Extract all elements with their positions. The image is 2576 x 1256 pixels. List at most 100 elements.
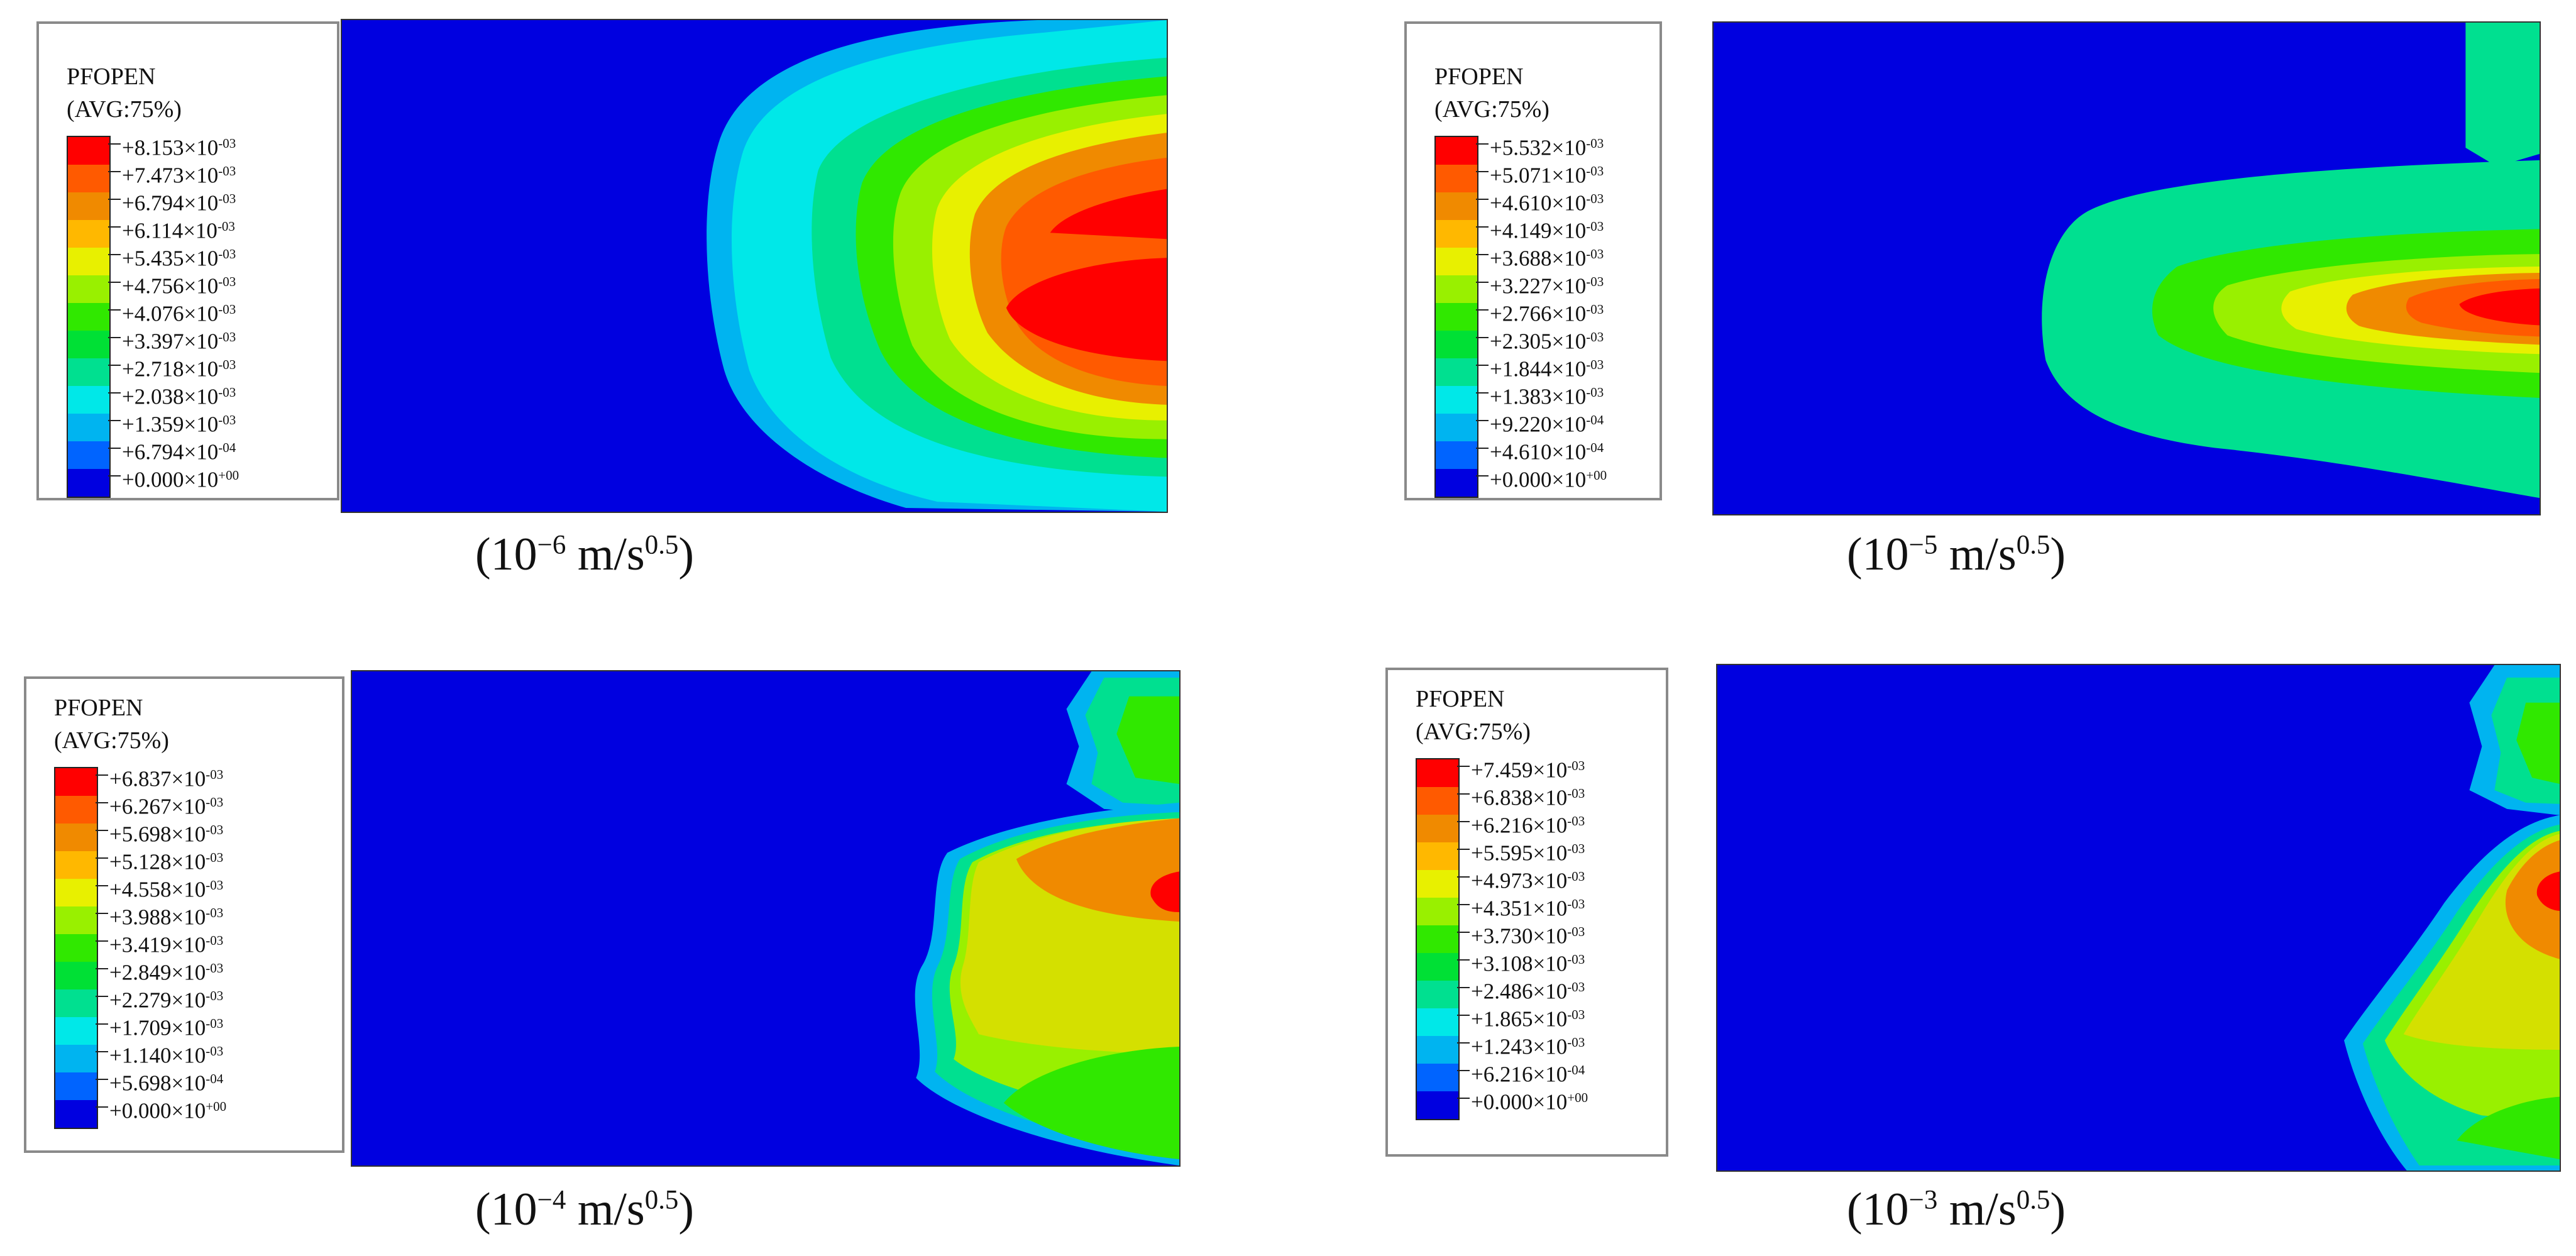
legend-label: +6.267×10-03: [96, 788, 226, 819]
legend-exponent: -03: [217, 219, 235, 234]
legend-swatch: [1417, 1091, 1458, 1119]
legend-tick: [1457, 876, 1470, 878]
legend-value: +6.837×10: [109, 766, 206, 791]
legend-value: +3.419×10: [109, 932, 206, 957]
legend-label: +3.730×10-03: [1457, 918, 1588, 949]
caption-close: ): [678, 529, 695, 580]
legend-exponent: -03: [218, 191, 236, 206]
legend-label: +1.383×10-03: [1476, 378, 1607, 409]
legend-1: PFOPEN (AVG:75%) +8.153×10-03 +7.473×10-0…: [36, 21, 339, 500]
legend-swatch: [55, 824, 97, 851]
legend-swatches: [67, 136, 111, 498]
legend-tick: [108, 448, 121, 449]
legend-value: +7.473×10: [122, 163, 219, 188]
legend-value: +4.610×10: [1490, 439, 1587, 465]
legend-tick: [108, 337, 121, 338]
legend-value: +5.128×10: [109, 849, 206, 874]
legend-tick: [96, 802, 108, 803]
legend-value: +2.305×10: [1490, 329, 1587, 354]
legend-value: +4.756×10: [122, 273, 219, 299]
legend-swatch: [1417, 759, 1458, 787]
legend-exponent: +00: [1567, 1090, 1588, 1105]
legend-tick: [96, 940, 108, 942]
legend-exponent: -03: [1586, 385, 1604, 400]
legend-swatch: [1436, 386, 1477, 414]
legend-tick: [1476, 448, 1489, 449]
legend-label: +4.973×10-03: [1457, 862, 1588, 893]
contour-plot-4: [1716, 664, 2561, 1172]
legend-label: +2.038×10-03: [108, 378, 239, 409]
legend-value: +3.688×10: [1490, 246, 1587, 271]
legend-exponent: -03: [206, 822, 224, 837]
legend-exponent: -03: [1586, 191, 1604, 206]
caption-text: (10: [1847, 529, 1909, 580]
legend-tick: [96, 774, 108, 776]
legend-exponent: -04: [206, 1071, 224, 1086]
legend-value: +4.149×10: [1490, 218, 1587, 243]
legend-exponent: -04: [218, 440, 236, 455]
legend-exponent: -03: [1567, 786, 1585, 801]
legend-swatches: [1416, 758, 1460, 1120]
legend-swatch: [55, 1072, 97, 1100]
legend-label: +6.794×10-03: [108, 185, 239, 216]
legend-title: PFOPEN: [1434, 63, 1524, 90]
contour-field: [1714, 23, 2540, 514]
legend-label: +5.698×10-03: [96, 816, 226, 847]
legend-tick: [96, 1079, 108, 1080]
legend-swatch: [55, 934, 97, 962]
legend-exponent: -03: [1586, 329, 1604, 344]
legend-exponent: -03: [218, 274, 236, 289]
legend-label: +6.838×10-03: [1457, 779, 1588, 810]
legend-exponent: -03: [206, 767, 224, 782]
legend-exponent: -03: [1567, 869, 1585, 884]
legend-exponent: -03: [206, 850, 224, 865]
legend-value: +9.220×10: [1490, 412, 1587, 437]
legend-tick: [108, 143, 121, 145]
legend-label: +3.988×10-03: [96, 899, 226, 930]
contour-field: [1717, 665, 2560, 1171]
legend-subtitle: (AVG:75%): [1416, 719, 1531, 745]
legend-value: +4.351×10: [1471, 896, 1568, 921]
legend-label: +4.558×10-03: [96, 871, 226, 902]
legend-tick: [108, 309, 121, 311]
legend-value: +0.000×10: [109, 1098, 206, 1123]
caption-unit-exponent: 0.5: [2016, 1185, 2050, 1215]
legend-swatch: [68, 358, 109, 386]
legend-value: +0.000×10: [122, 467, 219, 492]
legend-swatch: [1436, 165, 1477, 192]
legend-tick: [96, 885, 108, 886]
legend-exponent: -03: [1567, 979, 1585, 994]
legend-swatch: [68, 303, 109, 331]
legend-tick: [96, 1106, 108, 1108]
legend-swatches: [54, 767, 98, 1129]
caption-unit: m/s: [566, 1184, 645, 1235]
legend-exponent: -03: [206, 905, 224, 920]
legend-label: +4.076×10-03: [108, 295, 239, 326]
legend-swatch: [68, 192, 109, 220]
legend-label: +0.000×10+00: [1476, 461, 1607, 492]
legend-3: PFOPEN (AVG:75%) +6.837×10-03 +6.267×10-0…: [24, 676, 344, 1153]
legend-swatch: [1417, 1036, 1458, 1064]
legend-tick: [1457, 1042, 1470, 1044]
legend-tick: [96, 913, 108, 914]
legend-swatch: [1417, 953, 1458, 981]
legend-title: PFOPEN: [1416, 686, 1505, 712]
caption-unit: m/s: [566, 529, 645, 580]
legend-value: +6.114×10: [122, 218, 217, 243]
caption-close: ): [678, 1184, 695, 1235]
legend-exponent: -03: [206, 961, 224, 976]
legend-labels: +8.153×10-03 +7.473×10-03 +6.794×10-03 +6.1…: [108, 129, 239, 492]
legend-label: +4.149×10-03: [1476, 212, 1607, 243]
legend-tick: [1476, 226, 1489, 228]
legend-tick: [108, 199, 121, 200]
legend-value: +4.076×10: [122, 301, 219, 326]
legend-exponent: -04: [1586, 412, 1604, 427]
legend-value: +8.153×10: [122, 135, 219, 160]
legend-label: +5.071×10-03: [1476, 157, 1607, 188]
legend-swatch: [1436, 441, 1477, 469]
legend-swatch: [55, 768, 97, 796]
legend-tick: [1457, 821, 1470, 822]
legend-exponent: -03: [218, 246, 236, 262]
legend-label: +6.114×10-03: [108, 212, 239, 243]
legend-label: +4.610×10-03: [1476, 185, 1607, 216]
